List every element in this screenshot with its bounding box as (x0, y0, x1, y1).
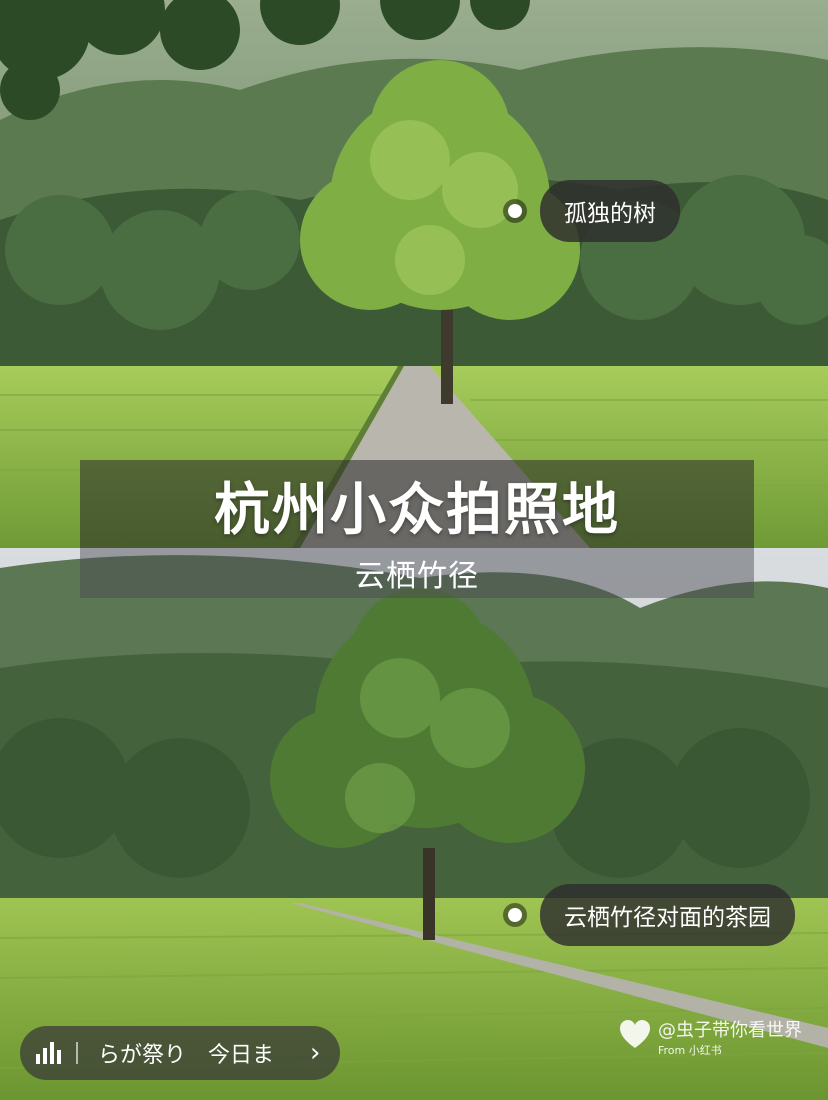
heart-logo-icon (620, 1020, 650, 1048)
divider (76, 1042, 78, 1064)
watermark-user: @虫子带你看世界 (658, 1020, 802, 1041)
music-bar[interactable]: らが祭り 今日ま › (20, 1026, 340, 1080)
page-title: 杭州小众拍照地 (214, 477, 620, 543)
watermark-source: From 小红书 (658, 1044, 722, 1057)
subtitle-band (80, 548, 754, 598)
audio-bars-icon (36, 1042, 64, 1064)
photo-tag-tree[interactable]: 孤独的树 (508, 180, 680, 242)
tag-dot-icon (508, 908, 522, 922)
photo-tag-tea-garden[interactable]: 云栖竹径对面的茶园 (508, 884, 795, 946)
photo-tea-garden (0, 548, 828, 1100)
tag-label: 云栖竹径对面的茶园 (540, 884, 795, 946)
tag-dot-icon (508, 204, 522, 218)
page-subtitle: 云栖竹径 (355, 559, 479, 594)
title-band (80, 460, 754, 548)
chevron-right-icon[interactable]: › (310, 1038, 321, 1068)
tag-label: 孤独的树 (540, 180, 680, 242)
music-track-text: らが祭り 今日ま (98, 1043, 275, 1068)
